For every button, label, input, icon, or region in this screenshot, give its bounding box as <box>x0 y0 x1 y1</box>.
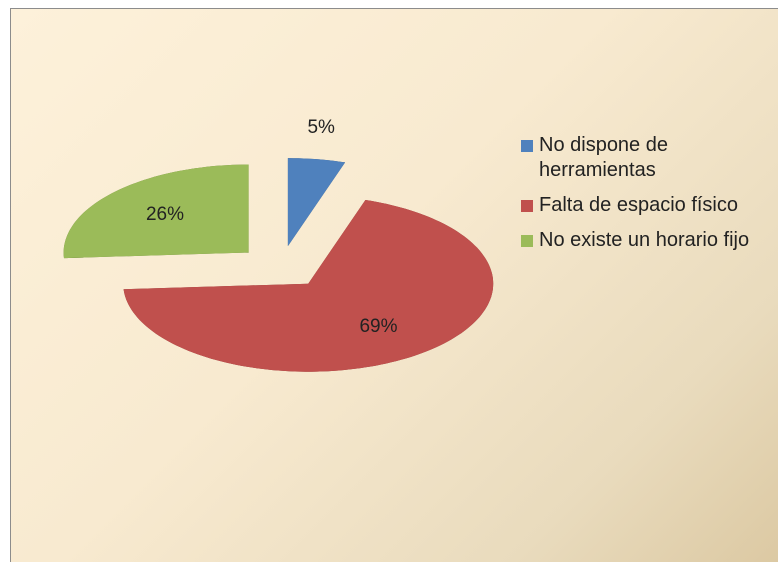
legend-item: No existe un horario fijo <box>521 228 778 253</box>
legend-item: No dispone de herramientas <box>521 133 778 183</box>
legend: No dispone de herramientas Falta de espac… <box>521 133 778 263</box>
legend-swatch <box>521 140 533 152</box>
legend-label: No dispone de herramientas <box>539 134 668 181</box>
legend-swatch <box>521 200 533 212</box>
pie-chart: 5% 69% 26% <box>63 117 494 408</box>
slice <box>123 200 494 372</box>
data-label: 5% <box>307 117 335 138</box>
slice <box>63 164 249 259</box>
data-label: 26% <box>146 204 184 225</box>
legend-item: Falta de espacio físico <box>521 193 778 218</box>
legend-label: Falta de espacio físico <box>539 194 738 216</box>
slice <box>287 158 346 247</box>
data-label: 69% <box>359 316 397 337</box>
legend-label: No existe un horario fijo <box>539 229 750 251</box>
legend-swatch <box>521 235 533 247</box>
chart-area: 5% 69% 26% No dispone de herramientas Falta… <box>10 8 778 562</box>
